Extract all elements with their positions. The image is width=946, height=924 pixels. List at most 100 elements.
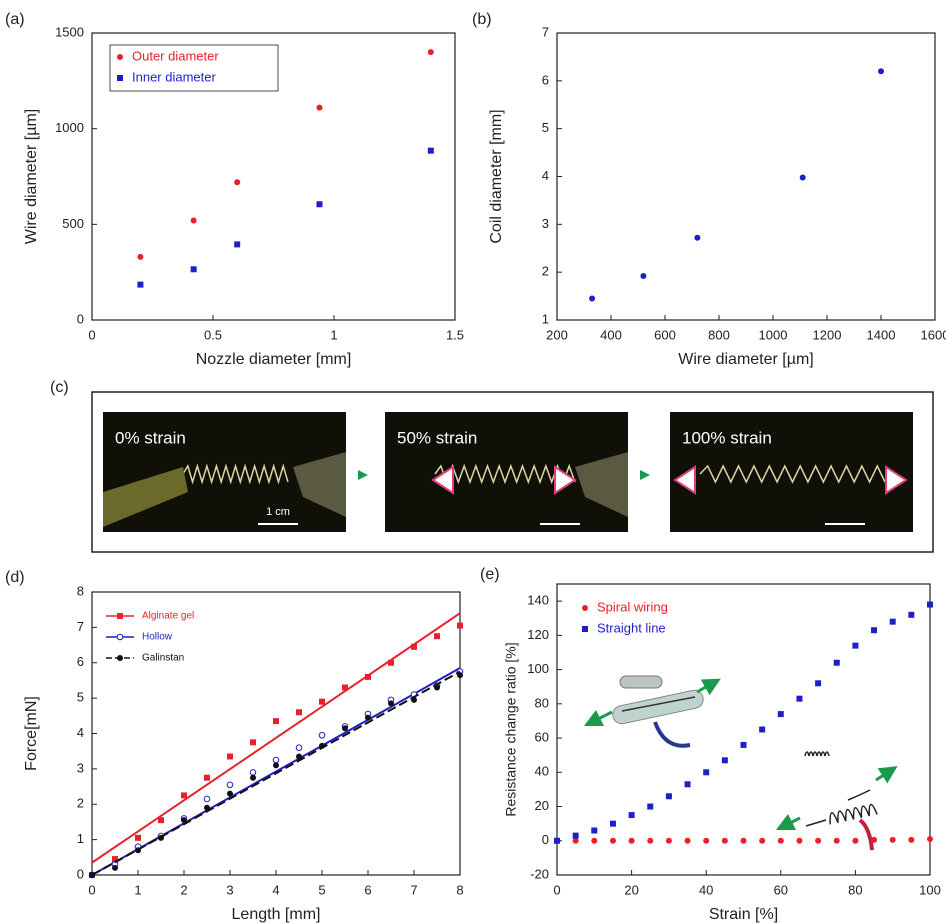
marker bbox=[427, 147, 434, 154]
y-tick-label: 500 bbox=[62, 216, 84, 231]
marker bbox=[878, 68, 884, 75]
x-tick-label: 0 bbox=[88, 882, 95, 897]
marker bbox=[684, 837, 691, 844]
y-tick-label: 2 bbox=[77, 796, 84, 811]
marker bbox=[609, 820, 616, 827]
marker bbox=[204, 804, 210, 811]
marker bbox=[342, 725, 348, 732]
strain-arrow bbox=[885, 465, 908, 495]
strain-arrow bbox=[431, 465, 454, 495]
marker bbox=[759, 837, 766, 844]
y-tick-label: 0 bbox=[77, 311, 84, 326]
y-tick-label: 5 bbox=[542, 120, 549, 135]
marker bbox=[871, 836, 878, 843]
marker bbox=[181, 792, 187, 799]
marker bbox=[273, 718, 279, 725]
marker bbox=[908, 611, 915, 618]
clamp bbox=[575, 452, 628, 517]
marker bbox=[342, 684, 348, 691]
marker bbox=[647, 837, 654, 844]
marker bbox=[852, 837, 859, 844]
marker bbox=[684, 781, 691, 788]
x-tick-label: 600 bbox=[654, 327, 676, 342]
y-tick-label: 1 bbox=[542, 311, 549, 326]
marker bbox=[226, 781, 234, 789]
legend-marker bbox=[117, 655, 123, 661]
marker bbox=[927, 601, 933, 608]
marker bbox=[319, 698, 325, 705]
marker bbox=[388, 700, 394, 707]
x-tick-label: 1 bbox=[330, 327, 337, 342]
y-axis-label: Resistance change ratio [%] bbox=[503, 642, 519, 816]
step-arrow bbox=[640, 470, 650, 480]
marker bbox=[365, 714, 371, 721]
legend-marker bbox=[582, 605, 588, 611]
chart: 0 20 40 60 80 100 -20 0 20 40 60 80 100 120 140 Strain … bbox=[503, 583, 941, 923]
marker bbox=[799, 174, 806, 181]
x-tick-label: 1 bbox=[134, 882, 141, 897]
marker bbox=[721, 757, 728, 764]
panel-label: (c) bbox=[50, 379, 69, 396]
photo-frame bbox=[91, 391, 934, 553]
x-tick-label: 0 bbox=[88, 327, 95, 342]
coil bbox=[699, 464, 886, 484]
panel-label: (a) bbox=[5, 11, 25, 28]
x-tick-label: 800 bbox=[708, 327, 730, 342]
illustration bbox=[583, 675, 898, 851]
plot-frame bbox=[556, 32, 936, 321]
y-tick-label: 1 bbox=[77, 831, 84, 846]
marker bbox=[234, 179, 241, 186]
marker bbox=[427, 49, 434, 56]
marker bbox=[665, 837, 672, 844]
y-tick-label: -20 bbox=[530, 866, 549, 881]
x-tick-label: 0.5 bbox=[204, 327, 222, 342]
strain-arrow bbox=[673, 465, 696, 495]
marker bbox=[927, 836, 933, 843]
marker bbox=[112, 864, 118, 871]
strain-arrow bbox=[554, 465, 577, 495]
x-tick-label: 7 bbox=[410, 882, 417, 897]
photo-label: 50% strain bbox=[397, 428, 477, 447]
legend-frame bbox=[109, 44, 279, 92]
marker bbox=[908, 836, 915, 843]
marker bbox=[190, 217, 197, 224]
marker bbox=[572, 832, 579, 839]
marker bbox=[833, 659, 840, 666]
x-tick-label: 60 bbox=[774, 882, 788, 897]
marker bbox=[815, 837, 822, 844]
marker bbox=[889, 836, 896, 843]
y-tick-label: 3 bbox=[542, 216, 549, 231]
marker bbox=[272, 756, 280, 764]
coil bbox=[182, 463, 289, 485]
y-axis-label: Wire diameter [µm] bbox=[23, 109, 40, 244]
x-tick-label: 1000 bbox=[759, 327, 788, 342]
marker bbox=[296, 709, 302, 716]
marker bbox=[434, 633, 440, 640]
legend-marker bbox=[117, 75, 123, 81]
plot-frame bbox=[556, 583, 931, 876]
marker bbox=[203, 795, 211, 803]
marker bbox=[135, 834, 141, 841]
marker bbox=[703, 769, 710, 776]
marker bbox=[852, 642, 859, 649]
scale-label: 1 cm bbox=[266, 506, 290, 518]
marker bbox=[457, 622, 463, 629]
y-tick-label: 8 bbox=[77, 583, 84, 598]
marker bbox=[365, 673, 371, 680]
y-tick-label: 20 bbox=[535, 798, 549, 813]
legend-label: Galinstan bbox=[142, 653, 184, 664]
y-tick-label: 7 bbox=[77, 619, 84, 634]
chart: 0 0.5 1 1.5 0 500 1000 1500 Nozzle diameter [mm]… bbox=[23, 24, 464, 368]
marker bbox=[296, 753, 302, 760]
marker bbox=[112, 856, 118, 863]
marker bbox=[388, 659, 394, 666]
coil bbox=[434, 463, 576, 485]
marker bbox=[181, 817, 187, 824]
clamp bbox=[293, 452, 346, 517]
legend-label: Outer diameter bbox=[132, 48, 219, 63]
y-tick-label: 2 bbox=[542, 264, 549, 279]
legend-label: Spiral wiring bbox=[597, 599, 668, 614]
marker bbox=[295, 744, 303, 751]
x-tick-label: 20 bbox=[624, 882, 638, 897]
marker bbox=[703, 837, 710, 844]
